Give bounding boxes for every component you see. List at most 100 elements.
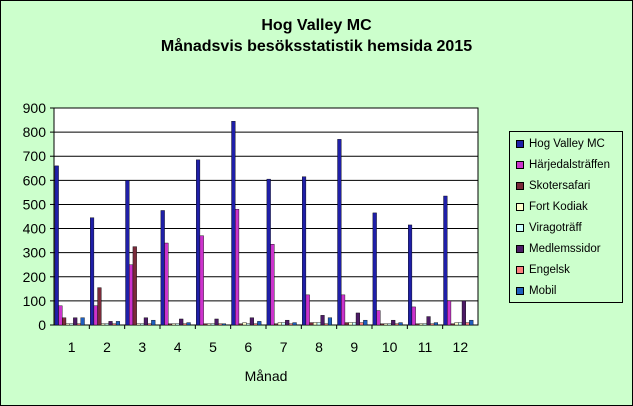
bar [115,321,120,326]
y-tick-label: 500 [23,196,47,212]
bar [235,209,240,326]
chart-subtitle: Månadsvis besöksstatistik hemsida 2015 [160,38,473,55]
bar [231,121,236,326]
bar [433,322,439,326]
bar [125,180,130,326]
bar [80,317,85,326]
bar [337,139,342,326]
bar [199,235,204,326]
x-tick-label: 5 [209,339,217,355]
legend-item: Härjedalsträffen [516,157,610,173]
bar [461,300,466,326]
y-tick-label: 700 [23,148,47,164]
bar [352,322,357,326]
legend-swatch [516,245,524,253]
plot-area [53,107,479,326]
x-tick-label: 10 [382,339,398,355]
bar [415,323,420,326]
bar [69,323,74,326]
bar [242,322,247,326]
bar [465,322,470,326]
y-tick-label: 900 [23,100,47,116]
bar [383,323,388,326]
bar [214,318,219,326]
bar [302,176,307,326]
bar [132,246,137,326]
bar [380,323,385,326]
legend-label: Skotersafari [529,180,591,192]
bar [62,317,67,326]
bar [355,312,360,326]
bar [253,323,258,326]
bar [426,316,431,326]
x-tick-label: 7 [280,339,288,355]
bar [210,323,215,326]
legend: Hog Valley MC Härjedalsträffen Skotersafar… [509,131,623,303]
y-tick-label: 0 [38,317,46,333]
legend-swatch [516,203,524,211]
bar [203,323,208,326]
bar [419,323,424,326]
bar [344,322,349,326]
x-tick-label: 8 [315,339,323,355]
bar [394,323,399,326]
x-tick-label: 9 [350,339,358,355]
gridlines [54,131,478,302]
bar [398,322,403,326]
bar [292,322,297,326]
bar [129,264,134,326]
bar [341,294,346,326]
legend-item: Hog Valley MC [516,136,605,152]
legend-swatch [516,224,524,232]
bar [151,319,156,326]
bar [249,317,254,326]
legend-swatch [516,161,524,169]
bar [320,315,325,326]
bar [372,212,377,326]
bar [274,323,279,326]
bar [454,322,459,326]
bar [422,323,427,326]
bar [348,322,353,326]
legend-item: Medlemssidor [516,241,601,257]
legend-item: Engelsk [516,262,570,278]
x-axis: 1 2 3 4 5 6 7 8 9 10 11 12 [68,325,469,355]
legend-label: Viragoträff [529,222,582,234]
y-tick-label: 200 [23,269,47,285]
bar [447,300,452,326]
bar [305,294,310,326]
y-tick-label: 300 [23,245,47,261]
x-tick-label: 11 [418,339,433,355]
legend-label: Engelsk [529,264,570,276]
bar [89,217,95,326]
x-tick-label: 12 [453,339,469,355]
x-tick-label: 1 [68,339,76,355]
bar [101,323,106,326]
legend-swatch [516,140,524,148]
bar [469,319,474,326]
bar [359,322,364,326]
bar [164,242,169,326]
legend-label: Hog Valley MC [529,138,605,150]
bar [387,323,392,326]
legend-swatch [516,287,524,295]
bar [363,319,368,326]
x-tick-label: 3 [138,339,146,355]
bar [58,305,63,326]
y-tick-label: 100 [23,293,47,309]
y-axis: 0 100 200 300 400 500 600 700 800 900 [23,100,54,333]
bar [408,224,413,326]
bar [76,323,81,326]
bar [104,323,109,326]
bar [182,323,187,326]
bar [160,210,165,326]
bar [168,323,173,326]
bar [54,165,59,326]
bar [266,178,271,326]
y-tick-label: 400 [23,221,47,237]
bar [288,323,293,326]
legend-item: Skotersafari [516,178,590,194]
x-tick-label: 4 [174,339,182,355]
bar [93,305,98,326]
bar [143,317,148,326]
